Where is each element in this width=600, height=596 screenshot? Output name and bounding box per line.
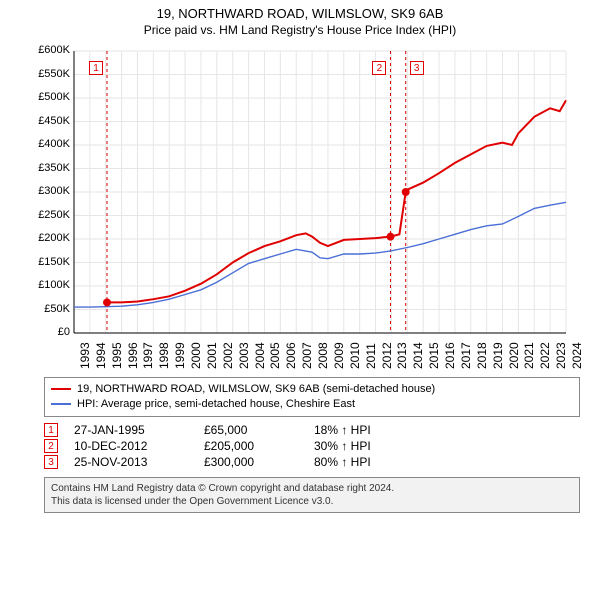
chart-subtitle: Price paid vs. HM Land Registry's House … [0,23,600,37]
y-tick-label: £300K [20,185,70,197]
sale-point-2 [386,233,394,241]
sale-row-marker: 3 [44,455,58,469]
sale-marker-2: 2 [372,61,386,75]
x-tick-label: 1997 [141,342,155,369]
y-tick-label: £150K [20,256,70,268]
x-tick-label: 2023 [554,342,568,369]
x-tick-label: 2021 [522,342,536,369]
sale-row-delta: 80% ↑ HPI [314,455,371,469]
sale-row-price: £65,000 [204,423,314,437]
x-tick-label: 2022 [538,342,552,369]
x-tick-label: 1996 [126,342,140,369]
sale-row-delta: 18% ↑ HPI [314,423,371,437]
x-tick-label: 2003 [237,342,251,369]
sale-row-1: 1 27-JAN-1995£65,00018% ↑ HPI [44,423,580,437]
sale-row-date: 25-NOV-2013 [74,455,204,469]
y-tick-label: £400K [20,138,70,150]
x-tick-label: 2024 [570,342,584,369]
y-tick-label: £100K [20,279,70,291]
x-tick-label: 2001 [205,342,219,369]
x-tick-label: 1994 [94,342,108,369]
x-tick-label: 2017 [459,342,473,369]
legend-swatch [51,403,71,405]
x-tick-label: 1995 [110,342,124,369]
sale-row-price: £300,000 [204,455,314,469]
x-tick-label: 2013 [395,342,409,369]
y-tick-label: £0 [20,326,70,338]
x-tick-label: 2012 [380,342,394,369]
legend-item-0: 19, NORTHWARD ROAD, WILMSLOW, SK9 6AB (s… [51,382,573,397]
x-tick-label: 1999 [173,342,187,369]
sale-row-marker: 1 [44,423,58,437]
sale-marker-1: 1 [89,61,103,75]
x-tick-label: 2004 [253,342,267,369]
sale-row-2: 2 10-DEC-2012£205,00030% ↑ HPI [44,439,580,453]
x-tick-label: 2018 [475,342,489,369]
sale-row-delta: 30% ↑ HPI [314,439,371,453]
legend-label: 19, NORTHWARD ROAD, WILMSLOW, SK9 6AB (s… [77,382,435,397]
sales-table: 1 27-JAN-1995£65,00018% ↑ HPI 2 10-DEC-2012… [44,423,580,469]
y-tick-label: £200K [20,232,70,244]
sale-row-price: £205,000 [204,439,314,453]
chart-title: 19, NORTHWARD ROAD, WILMSLOW, SK9 6AB [0,6,600,21]
legend-label: HPI: Average price, semi-detached house,… [77,397,355,412]
legend-swatch [51,388,71,390]
footer-line-2: This data is licensed under the Open Gov… [51,495,573,508]
legend-item-1: HPI: Average price, semi-detached house,… [51,397,573,412]
x-tick-label: 2002 [221,342,235,369]
x-tick-label: 2009 [332,342,346,369]
x-tick-label: 1998 [157,342,171,369]
series-hpi [74,202,566,307]
x-tick-label: 2015 [427,342,441,369]
series-price_paid [107,100,566,302]
sale-row-date: 27-JAN-1995 [74,423,204,437]
sale-marker-3: 3 [410,61,424,75]
y-tick-label: £550K [20,68,70,80]
y-tick-label: £350K [20,162,70,174]
sale-row-marker: 2 [44,439,58,453]
x-tick-label: 2005 [268,342,282,369]
x-tick-label: 2020 [507,342,521,369]
x-tick-label: 1993 [78,342,92,369]
x-tick-label: 2019 [491,342,505,369]
x-tick-label: 2007 [300,342,314,369]
x-tick-label: 2011 [364,343,378,369]
price-chart: £0 £50K £100K £150K £200K £250K £300K £350K £400… [20,43,580,373]
x-tick-label: 2014 [411,342,425,369]
x-tick-label: 2010 [348,342,362,369]
x-tick-label: 2008 [316,342,330,369]
attribution-footer: Contains HM Land Registry data © Crown c… [44,477,580,513]
sale-row-date: 10-DEC-2012 [74,439,204,453]
y-tick-label: £500K [20,91,70,103]
y-tick-label: £50K [20,303,70,315]
sale-row-3: 3 25-NOV-2013£300,00080% ↑ HPI [44,455,580,469]
y-tick-label: £250K [20,209,70,221]
y-tick-label: £450K [20,115,70,127]
sale-point-3 [402,188,410,196]
x-tick-label: 2006 [284,342,298,369]
legend: 19, NORTHWARD ROAD, WILMSLOW, SK9 6AB (s… [44,377,580,417]
y-tick-label: £600K [20,44,70,56]
x-tick-label: 2000 [189,342,203,369]
x-tick-label: 2016 [443,342,457,369]
sale-point-1 [103,298,111,306]
footer-line-1: Contains HM Land Registry data © Crown c… [51,482,573,495]
